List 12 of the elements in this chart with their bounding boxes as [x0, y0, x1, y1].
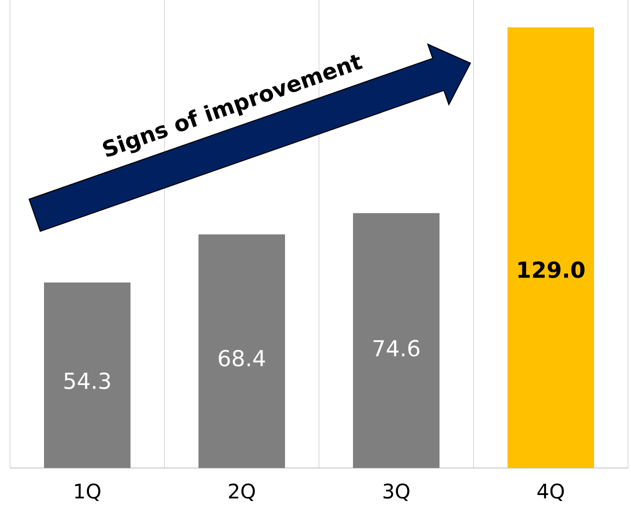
x-tick-label: 2Q — [228, 484, 255, 501]
bar — [198, 234, 286, 468]
x-tick-label: 1Q — [75, 484, 100, 501]
data-label: 129.0 — [518, 261, 585, 278]
data-label: 68.4 — [218, 350, 266, 366]
data-label: 54.3 — [64, 372, 110, 390]
bar — [44, 282, 131, 468]
bar — [508, 27, 594, 468]
bar — [352, 213, 440, 468]
x-tick-label: 3Q — [384, 484, 410, 501]
x-tick-label: 4Q — [537, 484, 564, 501]
data-label: 74.6 — [374, 340, 420, 357]
